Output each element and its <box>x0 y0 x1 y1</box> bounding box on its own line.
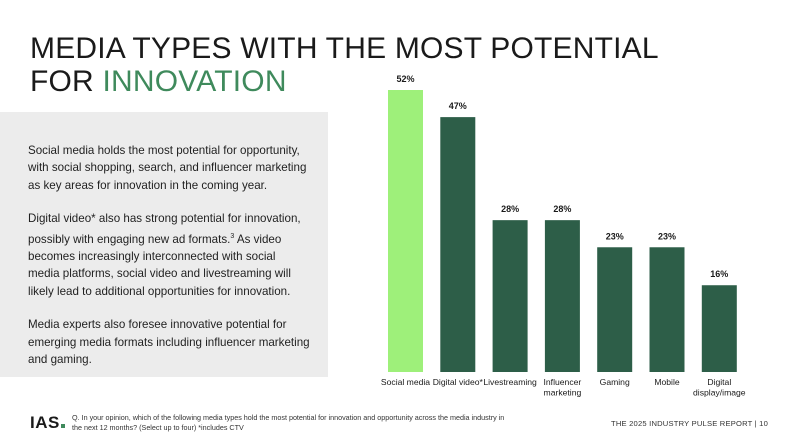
ias-logo: IAS <box>30 413 65 433</box>
bar-value-label-2: 28% <box>501 204 519 214</box>
category-label-2: Livestreaming <box>483 377 537 387</box>
bar-value-label-6: 16% <box>710 269 728 279</box>
title-accent: INNOVATION <box>102 65 287 98</box>
bar-value-label-5: 23% <box>658 231 676 241</box>
summary-paragraph-1: Social media holds the most potential fo… <box>28 144 307 192</box>
category-label-3-line-1: marketing <box>544 388 582 398</box>
category-label-4: Gaming <box>600 377 630 387</box>
title-line-1: MEDIA TYPES WITH THE MOST POTENTIAL <box>30 32 659 65</box>
category-label-5: Mobile <box>654 377 680 387</box>
category-label-0: Social media <box>381 377 430 387</box>
title-line-2: FOR INNOVATION <box>30 65 659 98</box>
bar-5 <box>649 247 685 372</box>
bar-0 <box>388 90 423 372</box>
bar-value-label-1: 47% <box>449 101 467 111</box>
bar-value-label-4: 23% <box>606 231 624 241</box>
bar-3 <box>544 220 580 372</box>
category-label-1: Digital video* <box>433 377 484 387</box>
logo-mark-icon <box>60 424 65 428</box>
bar-value-label-3: 28% <box>553 204 571 214</box>
bar-value-label-0: 52% <box>396 74 414 84</box>
page-title: MEDIA TYPES WITH THE MOST POTENTIAL FOR … <box>30 32 659 98</box>
report-page-label: THE 2025 INDUSTRY PULSE REPORT | 10 <box>611 419 768 428</box>
summary-paragraph-2-a: Digital video* also has strong potential… <box>28 212 301 246</box>
bar-6 <box>701 285 737 372</box>
logo-text: IAS <box>30 413 60 432</box>
summary-paragraph-2: Digital video* also has strong potential… <box>28 210 310 300</box>
summary-paragraph-2-b: As video becomes increasingly interconne… <box>28 232 291 298</box>
bar-2 <box>492 220 528 372</box>
summary-paragraph-3: Media experts also foresee innovative po… <box>28 318 310 366</box>
category-label-3-line-0: Influencer <box>544 377 582 387</box>
summary-panel: Social media holds the most potential fo… <box>0 112 328 377</box>
title-line-2-plain: FOR <box>30 65 103 98</box>
bar-4 <box>597 247 633 372</box>
footnote-ref: 3 <box>230 232 235 240</box>
bar-chart: 52% Social media 47% Digital video* 28% Lives… <box>381 74 746 398</box>
category-label-6-line-1: display/image <box>693 388 746 398</box>
bar-1 <box>440 117 476 372</box>
survey-question-note: Q. In your opinion, which of the followi… <box>72 413 505 432</box>
category-label-6-line-0: Digital <box>707 377 731 387</box>
